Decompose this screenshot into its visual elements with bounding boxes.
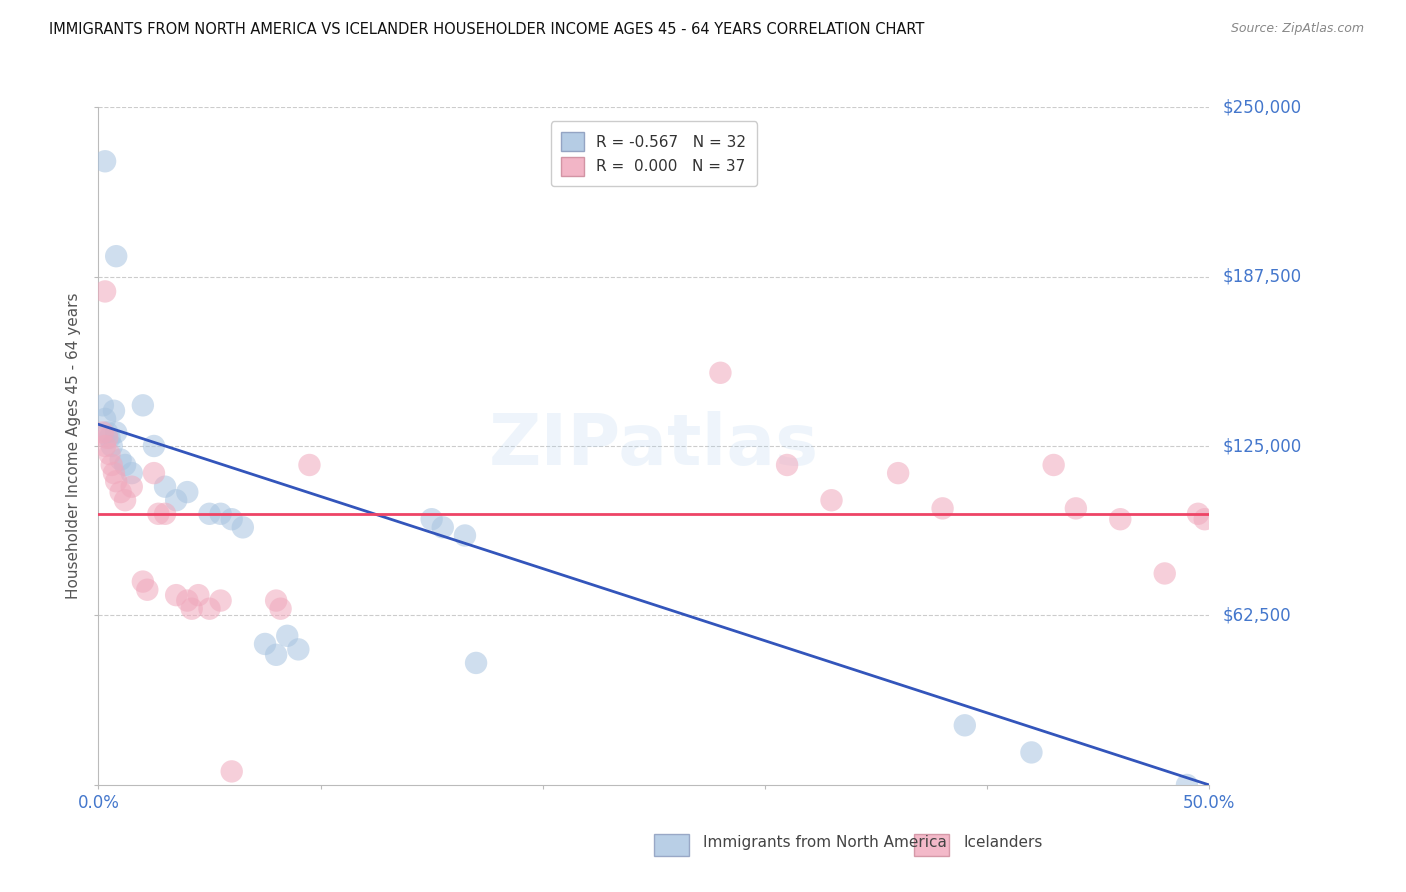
Point	[165, 588, 187, 602]
Point	[153, 480, 176, 494]
Point	[931, 501, 953, 516]
Point	[148, 507, 170, 521]
Point	[94, 285, 117, 299]
Point	[114, 458, 136, 472]
Point	[1175, 778, 1198, 792]
Point	[143, 466, 166, 480]
Point	[1187, 507, 1209, 521]
Point	[198, 601, 221, 615]
Text: Source: ZipAtlas.com: Source: ZipAtlas.com	[1230, 22, 1364, 36]
Point	[432, 520, 454, 534]
Text: $62,500: $62,500	[1223, 607, 1292, 624]
Point	[165, 493, 187, 508]
Text: $250,000: $250,000	[1223, 98, 1302, 116]
Point	[96, 425, 118, 440]
Point	[776, 458, 799, 472]
Point	[103, 403, 125, 417]
Point	[287, 642, 309, 657]
Point	[114, 493, 136, 508]
Point	[709, 366, 731, 380]
Point	[298, 458, 321, 472]
Point	[143, 439, 166, 453]
Point	[1064, 501, 1087, 516]
Point	[105, 425, 128, 440]
Y-axis label: Householder Income Ages 45 - 64 years: Householder Income Ages 45 - 64 years	[66, 293, 82, 599]
Point	[98, 431, 121, 445]
Point	[454, 528, 477, 542]
Point	[264, 648, 287, 662]
Point	[1153, 566, 1175, 581]
Point	[209, 593, 232, 607]
Point	[1109, 512, 1132, 526]
Point	[91, 398, 114, 412]
Point	[94, 412, 117, 426]
Point	[94, 439, 117, 453]
Point	[100, 458, 122, 472]
Point	[420, 512, 443, 526]
Point	[270, 601, 292, 615]
Point	[121, 480, 143, 494]
Point	[1042, 458, 1064, 472]
Text: Immigrants from North America: Immigrants from North America	[703, 836, 946, 850]
Point	[110, 485, 132, 500]
Point	[198, 507, 221, 521]
Point	[132, 398, 155, 412]
Point	[100, 439, 122, 453]
Point	[221, 764, 243, 779]
Point	[187, 588, 209, 602]
Point	[136, 582, 159, 597]
Text: $187,500: $187,500	[1223, 268, 1302, 285]
Point	[105, 249, 128, 263]
Point	[887, 466, 910, 480]
Point	[232, 520, 254, 534]
Text: IMMIGRANTS FROM NORTH AMERICA VS ICELANDER HOUSEHOLDER INCOME AGES 45 - 64 YEARS: IMMIGRANTS FROM NORTH AMERICA VS ICELAND…	[49, 22, 925, 37]
Point	[1194, 512, 1216, 526]
Point	[209, 507, 232, 521]
Point	[176, 593, 198, 607]
Text: $125,000: $125,000	[1223, 437, 1302, 455]
Point	[820, 493, 842, 508]
Point	[180, 601, 202, 615]
Point	[153, 507, 176, 521]
Point	[121, 466, 143, 480]
Point	[465, 656, 488, 670]
Point	[953, 718, 976, 732]
Point	[221, 512, 243, 526]
Legend: R = -0.567   N = 32, R =  0.000   N = 37: R = -0.567 N = 32, R = 0.000 N = 37	[551, 121, 756, 186]
Point	[176, 485, 198, 500]
Point	[132, 574, 155, 589]
Point	[96, 431, 118, 445]
Point	[276, 629, 298, 643]
Point	[110, 452, 132, 467]
Text: Icelanders: Icelanders	[963, 836, 1042, 850]
Point	[94, 154, 117, 169]
Point	[253, 637, 276, 651]
Point	[105, 475, 128, 489]
Point	[1021, 746, 1043, 760]
Point	[91, 425, 114, 440]
Text: ZIPatlas: ZIPatlas	[489, 411, 818, 481]
Point	[103, 466, 125, 480]
Point	[98, 447, 121, 461]
Point	[264, 593, 287, 607]
